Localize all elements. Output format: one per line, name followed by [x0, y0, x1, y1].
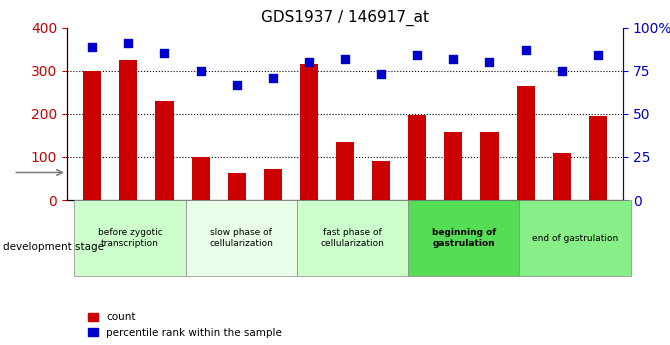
Text: before zygotic
transcription: before zygotic transcription: [98, 228, 162, 248]
Point: [592, 52, 603, 58]
Title: GDS1937 / 146917_at: GDS1937 / 146917_at: [261, 10, 429, 26]
Point: [231, 82, 242, 87]
FancyBboxPatch shape: [186, 200, 297, 276]
Text: development stage: development stage: [3, 242, 105, 252]
Legend: count, percentile rank within the sample: count, percentile rank within the sample: [86, 310, 284, 340]
Bar: [264, 169, 282, 200]
Bar: [300, 64, 318, 200]
Point: [267, 75, 278, 80]
Point: [123, 40, 134, 46]
Text: fast phase of
cellularization: fast phase of cellularization: [320, 228, 385, 248]
Text: beginning of
gastrulation: beginning of gastrulation: [431, 228, 496, 248]
Point: [412, 52, 423, 58]
Point: [556, 68, 567, 73]
Bar: [192, 157, 210, 200]
Point: [87, 44, 98, 49]
Text: slow phase of
cellularization: slow phase of cellularization: [209, 228, 273, 248]
Bar: [372, 161, 390, 200]
Point: [484, 59, 495, 65]
Bar: [83, 71, 101, 200]
Bar: [517, 86, 535, 200]
Bar: [408, 115, 426, 200]
Bar: [155, 101, 174, 200]
FancyBboxPatch shape: [519, 200, 630, 276]
Point: [520, 47, 531, 53]
Point: [448, 56, 459, 61]
FancyBboxPatch shape: [297, 200, 408, 276]
FancyBboxPatch shape: [74, 200, 186, 276]
FancyBboxPatch shape: [408, 200, 519, 276]
Point: [195, 68, 206, 73]
Point: [376, 71, 387, 77]
Point: [340, 56, 350, 61]
Point: [304, 59, 314, 65]
Bar: [444, 132, 462, 200]
Bar: [336, 142, 354, 200]
Text: end of gastrulation: end of gastrulation: [532, 234, 618, 243]
Bar: [553, 152, 571, 200]
Bar: [589, 116, 607, 200]
Bar: [119, 60, 137, 200]
Point: [159, 51, 170, 56]
Bar: [228, 173, 246, 200]
Bar: [480, 132, 498, 200]
